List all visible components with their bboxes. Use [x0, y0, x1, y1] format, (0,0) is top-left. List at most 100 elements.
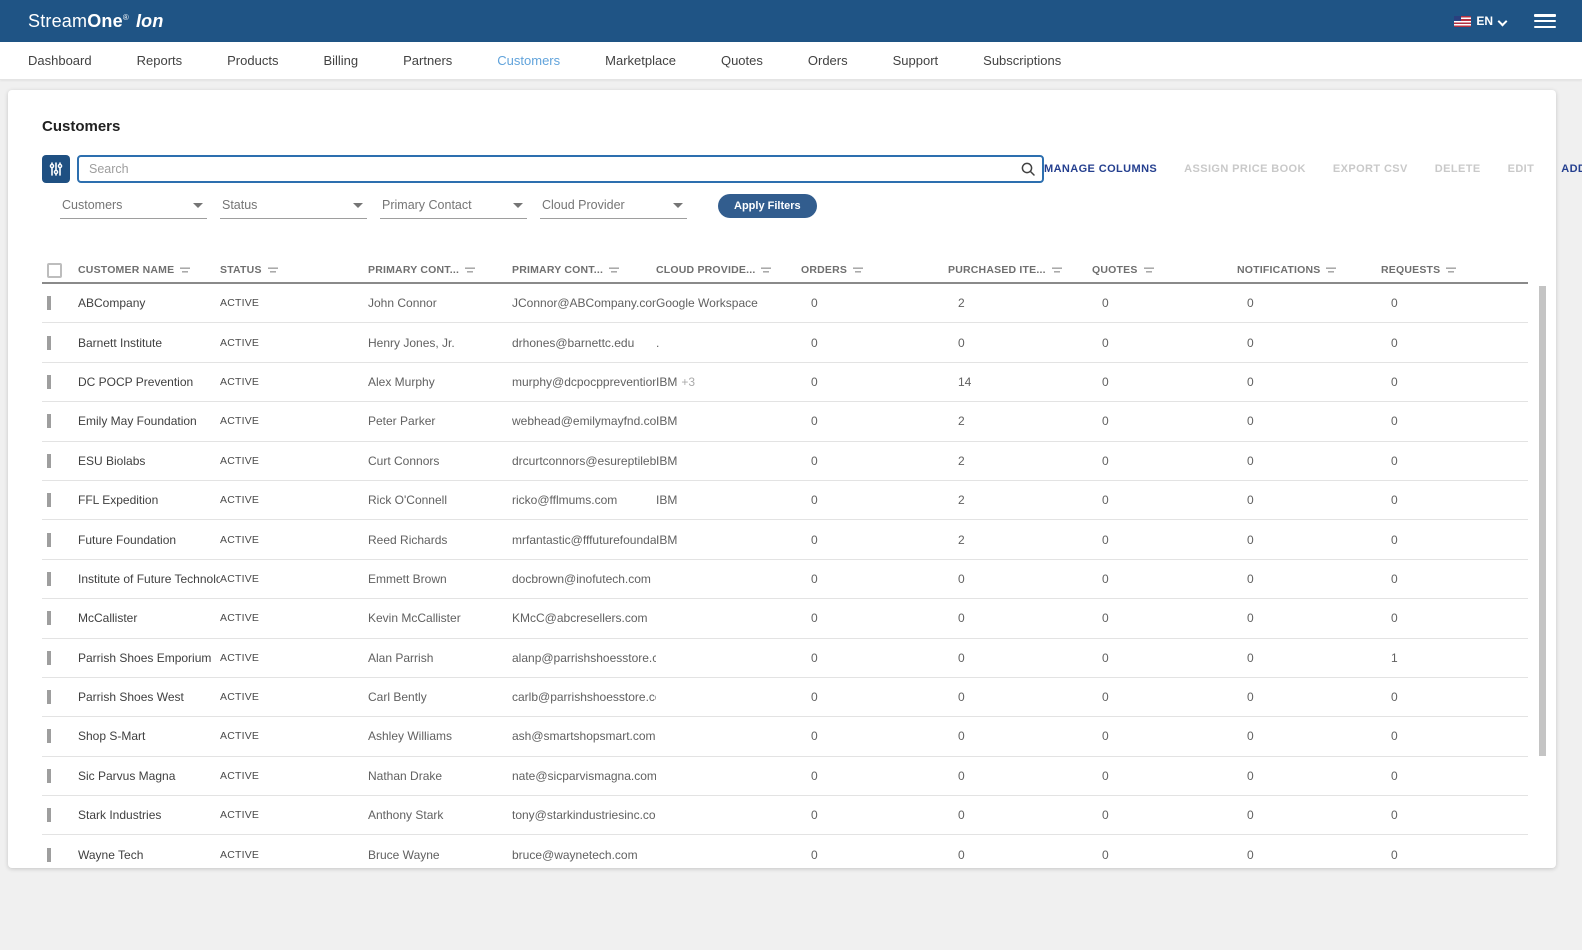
cell-quotes: 0: [1092, 651, 1237, 665]
nav-tab[interactable]: Reports: [137, 53, 183, 68]
cell-cloud-provider: IBM: [656, 493, 801, 507]
table-row[interactable]: McCallister ACTIVE Kevin McCallister KMc…: [42, 599, 1528, 638]
language-selector[interactable]: EN: [1454, 14, 1506, 28]
table-row[interactable]: FFL Expedition ACTIVE Rick O'Connell ric…: [42, 481, 1528, 520]
cell-notifications: 0: [1237, 375, 1381, 389]
table-row[interactable]: DC POCP Prevention ACTIVE Alex Murphy mu…: [42, 363, 1528, 402]
row-checkbox[interactable]: [47, 808, 51, 822]
customers-card: Customers: [8, 90, 1556, 868]
row-checkbox[interactable]: [47, 729, 51, 743]
sort-icon[interactable]: [853, 266, 864, 274]
column-header[interactable]: PURCHASED ITE...: [948, 264, 1092, 276]
column-header-label: CUSTOMER NAME: [78, 264, 174, 276]
column-header[interactable]: QUOTES: [1092, 264, 1237, 276]
cell-quotes: 0: [1092, 729, 1237, 743]
nav-tab[interactable]: Products: [227, 53, 278, 68]
row-checkbox[interactable]: [47, 454, 51, 468]
sort-icon[interactable]: [465, 266, 476, 274]
nav-tab[interactable]: Customers: [497, 53, 560, 68]
cell-primary-contact-name: Alan Parrish: [368, 651, 512, 665]
sort-icon[interactable]: [1326, 266, 1337, 274]
table-row[interactable]: Future Foundation ACTIVE Reed Richards m…: [42, 520, 1528, 559]
table-row[interactable]: ABCompany ACTIVE John Connor JConnor@ABC…: [42, 284, 1528, 323]
nav-tab[interactable]: Subscriptions: [983, 53, 1061, 68]
row-checkbox[interactable]: [47, 769, 51, 783]
search-input[interactable]: [77, 155, 1044, 183]
filter-dropdown[interactable]: Status: [220, 198, 367, 219]
cell-orders: 0: [801, 769, 948, 783]
cell-primary-contact-name: Nathan Drake: [368, 769, 512, 783]
table-row[interactable]: Sic Parvus Magna ACTIVE Nathan Drake nat…: [42, 757, 1528, 796]
column-header[interactable]: PRIMARY CONT...: [512, 264, 656, 276]
sort-icon[interactable]: [609, 266, 620, 274]
table-row[interactable]: Shop S-Mart ACTIVE Ashley Williams ash@s…: [42, 717, 1528, 756]
cell-status: ACTIVE: [220, 849, 368, 861]
action-link[interactable]: ADD: [1561, 163, 1582, 175]
cell-customer-name: Emily May Foundation: [78, 414, 220, 428]
filter-dropdown[interactable]: Primary Contact: [380, 198, 527, 219]
row-checkbox[interactable]: [47, 690, 51, 704]
row-checkbox[interactable]: [47, 572, 51, 586]
column-header[interactable]: STATUS: [220, 264, 368, 276]
column-header[interactable]: REQUESTS: [1381, 264, 1528, 276]
select-all-checkbox[interactable]: [47, 263, 62, 278]
row-checkbox[interactable]: [47, 611, 51, 625]
column-header[interactable]: CLOUD PROVIDE...: [656, 264, 801, 276]
row-checkbox[interactable]: [47, 651, 51, 665]
sort-icon[interactable]: [1446, 266, 1457, 274]
nav-tab[interactable]: Dashboard: [28, 53, 92, 68]
cell-cloud-provider: [656, 611, 801, 625]
table-row[interactable]: Parrish Shoes West ACTIVE Carl Bently ca…: [42, 678, 1528, 717]
sort-icon[interactable]: [268, 266, 279, 274]
row-checkbox[interactable]: [47, 533, 51, 547]
column-header[interactable]: PRIMARY CONT...: [368, 264, 512, 276]
logo-one: One: [87, 11, 123, 32]
action-link[interactable]: DELETE: [1435, 163, 1481, 175]
column-header[interactable]: NOTIFICATIONS: [1237, 264, 1381, 276]
table-row[interactable]: Barnett Institute ACTIVE Henry Jones, Jr…: [42, 323, 1528, 362]
nav-tab[interactable]: Billing: [323, 53, 358, 68]
row-checkbox[interactable]: [47, 414, 51, 428]
toolbar: MANAGE COLUMNS ASSIGN PRICE BOOK EXPORT …: [42, 154, 1522, 183]
filter-dropdown[interactable]: Cloud Provider: [540, 198, 687, 219]
row-checkbox[interactable]: [47, 336, 51, 350]
action-link[interactable]: EDIT: [1508, 163, 1535, 175]
logo-ion: Ion: [136, 11, 164, 32]
nav-tab[interactable]: Quotes: [721, 53, 763, 68]
table-row[interactable]: Stark Industries ACTIVE Anthony Stark to…: [42, 796, 1528, 835]
cell-primary-contact-email: docbrown@inofutech.com: [512, 572, 656, 586]
action-link[interactable]: ASSIGN PRICE BOOK: [1184, 163, 1306, 175]
apply-filters-button[interactable]: Apply Filters: [718, 194, 817, 218]
nav-tab[interactable]: Partners: [403, 53, 452, 68]
column-header[interactable]: ORDERS: [801, 264, 948, 276]
row-checkbox[interactable]: [47, 296, 51, 310]
table-row[interactable]: ESU Biolabs ACTIVE Curt Connors drcurtco…: [42, 442, 1528, 481]
column-header[interactable]: CUSTOMER NAME: [78, 264, 220, 276]
cell-customer-name: Future Foundation: [78, 533, 220, 547]
table-row[interactable]: Institute of Future Technology ACTIVE Em…: [42, 560, 1528, 599]
hamburger-menu-icon[interactable]: [1534, 14, 1556, 28]
filter-settings-button[interactable]: [42, 155, 70, 183]
us-flag-icon: [1454, 16, 1471, 27]
nav-tab[interactable]: Orders: [808, 53, 848, 68]
row-checkbox[interactable]: [47, 375, 51, 389]
table-row[interactable]: Emily May Foundation ACTIVE Peter Parker…: [42, 402, 1528, 441]
filter-dropdown[interactable]: Customers: [60, 198, 207, 219]
sort-icon[interactable]: [1052, 266, 1063, 274]
action-link[interactable]: EXPORT CSV: [1333, 163, 1408, 175]
sort-icon[interactable]: [180, 266, 191, 274]
row-checkbox[interactable]: [47, 493, 51, 507]
search-icon[interactable]: [1020, 161, 1036, 177]
action-link[interactable]: MANAGE COLUMNS: [1044, 163, 1157, 175]
cell-customer-name: ABCompany: [78, 296, 220, 310]
nav-tab[interactable]: Support: [893, 53, 939, 68]
nav-tab[interactable]: Marketplace: [605, 53, 676, 68]
sort-icon[interactable]: [761, 266, 772, 274]
table-scrollbar-thumb[interactable]: [1539, 286, 1546, 756]
row-checkbox[interactable]: [47, 848, 51, 862]
cell-primary-contact-name: Ashley Williams: [368, 729, 512, 743]
sort-icon[interactable]: [1144, 266, 1155, 274]
table-row[interactable]: Parrish Shoes Emporium ACTIVE Alan Parri…: [42, 639, 1528, 678]
table-scrollbar-track[interactable]: [1539, 286, 1546, 950]
table-row[interactable]: Wayne Tech ACTIVE Bruce Wayne bruce@wayn…: [42, 835, 1528, 868]
